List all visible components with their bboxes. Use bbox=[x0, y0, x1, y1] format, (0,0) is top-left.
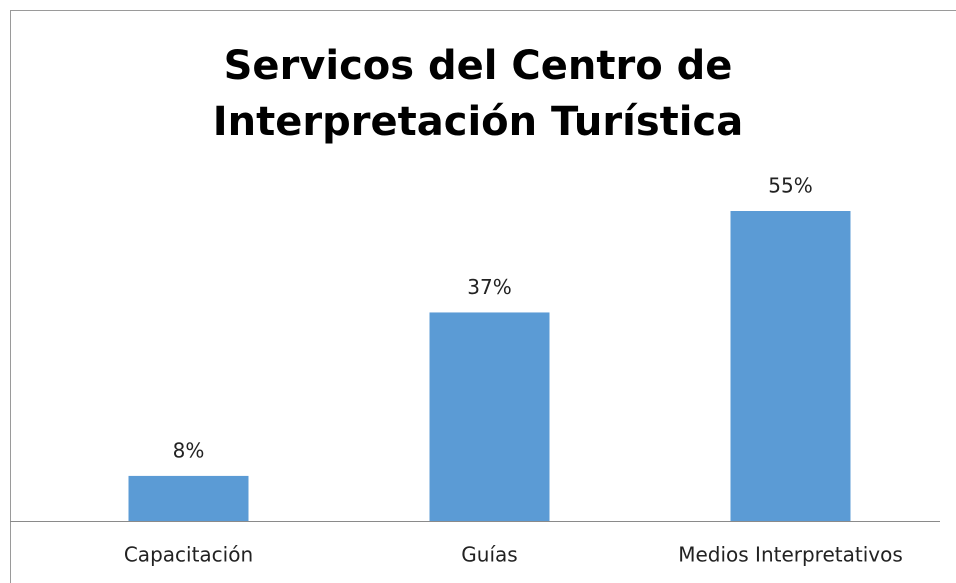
bar bbox=[128, 475, 249, 521]
bar bbox=[730, 211, 851, 521]
data-label: 8% bbox=[173, 438, 205, 462]
data-label: 55% bbox=[768, 174, 812, 198]
x-tick-label: Capacitación bbox=[124, 543, 253, 567]
chart-title: Servicos del Centro de Interpretación Tu… bbox=[212, 43, 744, 145]
x-tick-label: Medios Interpretativos bbox=[678, 543, 903, 567]
data-label: 37% bbox=[467, 275, 511, 299]
chart-border bbox=[10, 10, 956, 583]
bar bbox=[429, 312, 550, 521]
x-tick-label: Guías bbox=[461, 543, 517, 567]
